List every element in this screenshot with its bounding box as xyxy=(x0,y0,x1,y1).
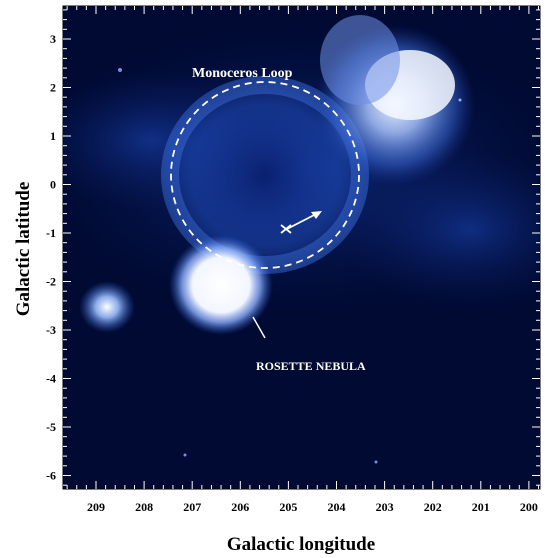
y-tick-label: 2 xyxy=(50,81,56,95)
y-tick-label: -2 xyxy=(46,275,56,289)
y-tick-label: -1 xyxy=(46,226,56,240)
y-tick-label: -5 xyxy=(46,420,56,434)
x-tick-label: 209 xyxy=(87,500,105,514)
loop-label: Monoceros Loop xyxy=(192,66,293,81)
x-tick-label: 206 xyxy=(231,500,249,514)
x-tick-label: 205 xyxy=(279,500,297,514)
y-tick-label: 0 xyxy=(50,178,56,192)
x-tick-label: 207 xyxy=(183,500,201,514)
axis-ticks xyxy=(63,6,540,489)
x-tick-label: 208 xyxy=(135,500,153,514)
y-tick-label: -3 xyxy=(46,323,56,337)
x-tick-label: 200 xyxy=(520,500,538,514)
nebula-label: ROSETTE NEBULA xyxy=(256,359,366,373)
nebula-pointer-line xyxy=(252,316,266,339)
plot-frame xyxy=(62,5,541,490)
x-axis-title: Galactic longitude xyxy=(227,534,375,555)
x-tick-label: 201 xyxy=(472,500,490,514)
y-tick-label: -4 xyxy=(46,372,56,386)
x-tick-label: 202 xyxy=(424,500,442,514)
x-tick-labels: 209 208 207 206 205 204 203 202 201 200 xyxy=(87,500,538,514)
sky-image xyxy=(63,6,540,489)
x-tick-label: 203 xyxy=(376,500,394,514)
motion-arrow xyxy=(280,211,322,234)
y-tick-label: -6 xyxy=(46,469,56,483)
x-tick-label: 204 xyxy=(328,500,346,514)
y-axis-title: Galactic latitude xyxy=(13,182,34,317)
y-tick-label: 3 xyxy=(50,32,56,46)
loop-outline xyxy=(170,81,360,269)
y-tick-labels: 3 2 1 0 -1 -2 -3 -4 -5 -6 xyxy=(46,32,56,483)
y-tick-label: 1 xyxy=(50,129,56,143)
